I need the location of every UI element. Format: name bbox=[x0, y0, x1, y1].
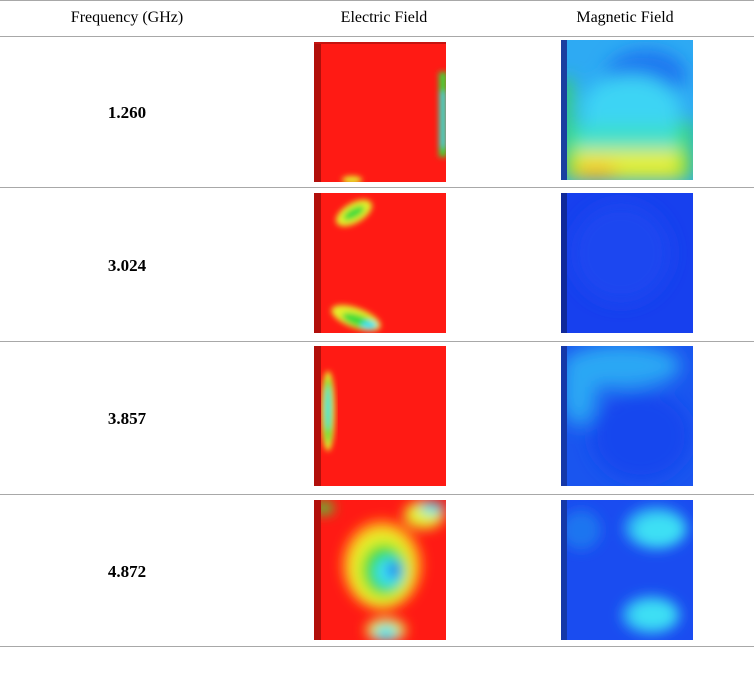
magnetic-field-heatmap bbox=[561, 40, 693, 180]
row-rule bbox=[0, 341, 754, 342]
magnetic-field-heatmap bbox=[561, 193, 693, 333]
electric-field-heatmap bbox=[314, 42, 446, 182]
header-electric-field: Electric Field bbox=[340, 9, 428, 26]
frequency-value: 3.024 bbox=[107, 256, 147, 275]
row-rule bbox=[0, 187, 754, 188]
electric-field-heatmap bbox=[314, 346, 446, 486]
magnetic-field-heatmap bbox=[561, 346, 693, 486]
frequency-value: 4.872 bbox=[107, 562, 147, 581]
header-rule bbox=[0, 36, 754, 37]
electric-field-heatmap bbox=[314, 193, 446, 333]
header-frequency: Frequency (GHz) bbox=[70, 9, 184, 26]
frequency-value: 3.857 bbox=[107, 409, 147, 428]
magnetic-field-heatmap bbox=[561, 500, 693, 640]
row-rule bbox=[0, 494, 754, 495]
frequency-value: 1.260 bbox=[107, 103, 147, 122]
top-rule bbox=[0, 0, 754, 1]
electric-field-heatmap bbox=[314, 500, 446, 640]
bottom-rule bbox=[0, 646, 754, 647]
header-magnetic-field: Magnetic Field bbox=[576, 9, 674, 26]
